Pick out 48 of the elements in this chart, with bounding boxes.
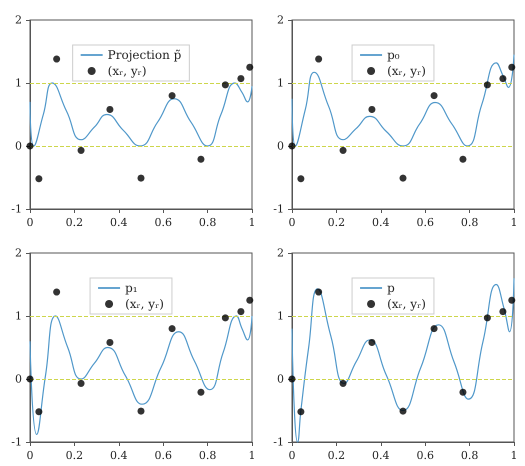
x-tick-label: 0.8 xyxy=(460,449,478,462)
x-tick-label: 1 xyxy=(510,449,518,462)
x-tick-label: 0 xyxy=(26,449,34,462)
x-tick-label: 0 xyxy=(26,216,34,229)
x-tick-label: 1 xyxy=(510,216,518,229)
legend-label: (xᵣ, yᵣ) xyxy=(125,297,164,311)
y-tick-label: 1 xyxy=(277,310,284,322)
y-tick-label: 1 xyxy=(15,76,22,90)
y-tick-label: -1 xyxy=(273,202,284,216)
x-tick-label: 0.8 xyxy=(198,216,216,229)
y-tick-label: 0 xyxy=(277,372,284,386)
x-tick-label: 0.6 xyxy=(154,216,172,229)
x-tick-label: 0 xyxy=(288,216,296,229)
y-tick-label: -1 xyxy=(273,436,284,448)
x-tick-label: 0 xyxy=(288,449,296,462)
x-tick-label: 0.2 xyxy=(328,449,346,462)
x-tick-label: 0.6 xyxy=(154,449,172,462)
y-tick-label: 0 xyxy=(15,372,22,386)
x-tick-label: 0.6 xyxy=(416,216,434,229)
x-tick-label: 0.4 xyxy=(110,449,128,462)
y-tick-label: 2 xyxy=(277,246,284,260)
y-tick-label: -1 xyxy=(11,436,22,448)
legend-label: p₁ xyxy=(125,281,138,295)
x-tick-label: 1 xyxy=(248,216,256,229)
y-tick-label: 0 xyxy=(15,140,22,152)
x-tick-label: 0.4 xyxy=(110,216,128,229)
y-tick-label: 0 xyxy=(277,140,284,152)
x-tick-label: 0.8 xyxy=(198,449,216,462)
x-tick-label: 0.6 xyxy=(416,449,434,462)
y-tick-label: 1 xyxy=(15,310,22,322)
y-tick-label: 2 xyxy=(15,246,22,260)
y-tick-label: -1 xyxy=(11,202,22,216)
x-tick-label: 0.2 xyxy=(66,449,84,462)
legend-label: Projection p̃ xyxy=(108,48,182,62)
legend-label: (xᵣ, yᵣ) xyxy=(387,64,426,78)
x-tick-label: 0.2 xyxy=(66,216,84,229)
y-tick-label: 2 xyxy=(15,14,22,26)
x-tick-label: 0.2 xyxy=(328,216,346,229)
legend-label: p xyxy=(387,281,396,295)
y-tick-label: 1 xyxy=(277,76,284,90)
y-tick-label: 2 xyxy=(277,14,284,26)
legend-label: (xᵣ, yᵣ) xyxy=(387,297,426,311)
x-tick-label: 0.4 xyxy=(372,449,390,462)
x-tick-label: 0.4 xyxy=(372,216,390,229)
legend-label: p₀ xyxy=(387,48,400,62)
x-tick-label: 1 xyxy=(248,449,256,462)
x-tick-label: 0.8 xyxy=(460,216,478,229)
legend-label: (xᵣ, yᵣ) xyxy=(108,64,147,78)
